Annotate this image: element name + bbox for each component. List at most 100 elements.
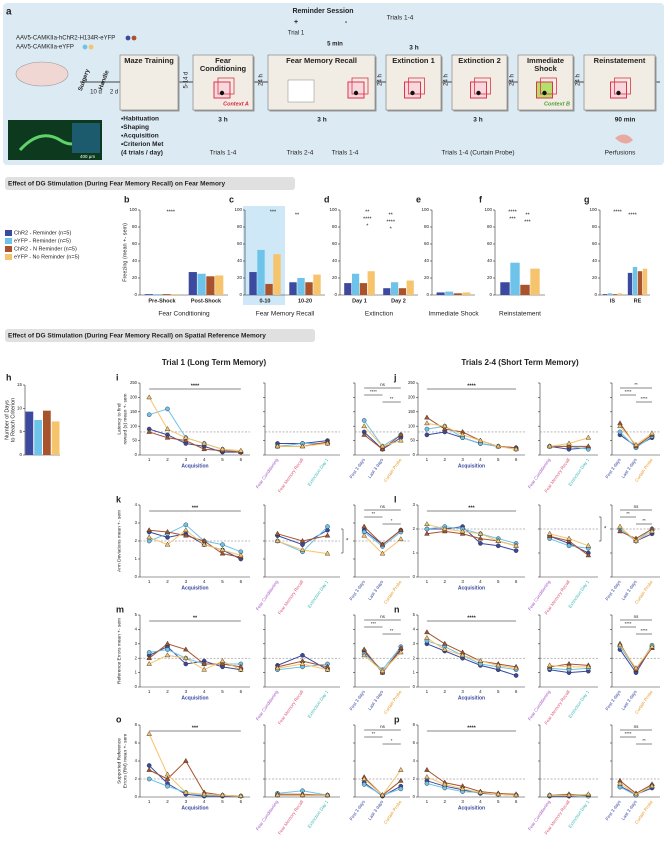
probe-label: Extinction Day 1 bbox=[307, 689, 330, 719]
timeline-label: 5-14 d bbox=[184, 71, 190, 88]
bar bbox=[617, 293, 623, 295]
x-tick-label: Pre-Shock bbox=[148, 298, 176, 304]
x-tick-label: 4 bbox=[203, 457, 206, 462]
marker bbox=[379, 550, 386, 556]
legend-label: eYFP - Reminder (n=5) bbox=[14, 238, 71, 244]
marker bbox=[274, 443, 281, 449]
marker bbox=[566, 543, 572, 549]
probe-label: Extinction Day 1 bbox=[567, 579, 590, 609]
marker bbox=[424, 530, 430, 536]
significance: *** bbox=[371, 621, 377, 626]
context-cube bbox=[347, 81, 365, 99]
marker bbox=[146, 534, 152, 540]
x-axis-label: Reinstatement bbox=[499, 311, 541, 318]
mouse-icon bbox=[542, 90, 547, 96]
y-tick-label: 0 bbox=[413, 684, 416, 689]
bar bbox=[273, 254, 281, 295]
probe-label: Fear Conditioning bbox=[255, 689, 280, 721]
x-tick-label: 3 bbox=[185, 689, 188, 694]
marker bbox=[219, 792, 226, 797]
x-tick-label: 3 bbox=[461, 799, 464, 804]
x-axis-label: Acquisition bbox=[458, 695, 485, 701]
series-line bbox=[426, 776, 517, 796]
significance: ns bbox=[380, 614, 386, 619]
bar bbox=[359, 283, 367, 295]
marker bbox=[146, 776, 152, 782]
marker bbox=[424, 414, 430, 420]
probe-label: Extinction Day 1 bbox=[567, 799, 590, 829]
panel-label: o bbox=[116, 714, 122, 724]
marker bbox=[274, 665, 281, 671]
x-tick-label: 4 bbox=[203, 579, 206, 584]
x-tick-label: 6 bbox=[240, 799, 243, 804]
series-line bbox=[426, 631, 517, 668]
marker bbox=[146, 660, 152, 666]
schedule-note: Trials 1-4 bbox=[210, 150, 237, 157]
y-tick-label: 100 bbox=[484, 207, 492, 212]
marker bbox=[324, 792, 331, 797]
y-tick-label: 0 bbox=[413, 574, 416, 579]
significance: ns bbox=[634, 614, 640, 619]
x-tick-label: Post-Shock bbox=[191, 298, 222, 304]
y-tick-label: 80 bbox=[237, 224, 243, 229]
x-tick-label: 2 bbox=[443, 579, 446, 584]
probe-label: Extinction Day 1 bbox=[567, 457, 590, 487]
marker bbox=[379, 792, 386, 797]
x-tick-label: 5 bbox=[497, 457, 500, 462]
context-cube bbox=[610, 81, 627, 99]
context-label: Context A bbox=[223, 101, 249, 107]
y-tick-label: 250 bbox=[130, 380, 138, 385]
marker bbox=[146, 766, 152, 772]
x-axis-label: Acquisition bbox=[458, 585, 485, 591]
y-tick-label: 10 bbox=[17, 406, 23, 411]
probe-label: Fear Memory Recall bbox=[277, 457, 304, 493]
context-cube bbox=[470, 81, 487, 99]
y-tick-label: 60 bbox=[487, 241, 493, 246]
virus-dot bbox=[125, 35, 131, 41]
marker bbox=[477, 530, 484, 536]
significance: **** bbox=[363, 216, 372, 222]
apparatus-icon bbox=[287, 79, 315, 103]
marker bbox=[585, 542, 592, 548]
x-tick-label: 3 bbox=[185, 457, 188, 462]
bar bbox=[289, 282, 297, 295]
marker bbox=[324, 440, 331, 446]
bar bbox=[257, 249, 265, 295]
legend-label: ChR2 - Reminder (n=5) bbox=[14, 230, 71, 236]
series-line bbox=[426, 637, 517, 669]
y-tick-label: 20 bbox=[424, 275, 430, 280]
schedule-note: Trials 1-4 bbox=[387, 15, 414, 22]
legend-swatch bbox=[5, 238, 12, 244]
x-axis-label: Fear Conditioning bbox=[158, 311, 210, 318]
marker bbox=[398, 649, 404, 655]
bar bbox=[462, 292, 471, 295]
x-tick-label: 3 bbox=[185, 799, 188, 804]
bar bbox=[632, 266, 638, 295]
y-tick-label: 80 bbox=[424, 224, 430, 229]
significance: **** bbox=[467, 725, 476, 731]
schedule-note: Trials 2-4 bbox=[287, 150, 314, 157]
marker bbox=[459, 785, 466, 791]
histology-inset bbox=[72, 123, 100, 153]
y-tick-label: 40 bbox=[237, 258, 243, 263]
panel-label: m bbox=[116, 604, 124, 614]
x-tick-label: 1 bbox=[148, 579, 151, 584]
marker bbox=[546, 533, 553, 538]
y-tick-label: 1 bbox=[135, 556, 138, 561]
summary-label: First 3 days bbox=[349, 457, 367, 480]
y-tick-label: 3 bbox=[413, 502, 416, 507]
training-step: •Habituation bbox=[121, 116, 159, 123]
marker bbox=[477, 437, 484, 443]
x-tick-label: 5 bbox=[497, 689, 500, 694]
significance: *** bbox=[468, 505, 475, 511]
marker bbox=[324, 666, 331, 672]
step-title: Fear Conditioning bbox=[199, 57, 247, 74]
series-line bbox=[148, 524, 242, 553]
marker bbox=[379, 541, 386, 547]
marker bbox=[361, 431, 367, 437]
panel-label: i bbox=[116, 372, 119, 382]
legend-swatch bbox=[5, 254, 12, 260]
perfusion-icon bbox=[615, 134, 633, 144]
marker bbox=[495, 662, 501, 668]
y-tick-label: 60 bbox=[132, 241, 138, 246]
